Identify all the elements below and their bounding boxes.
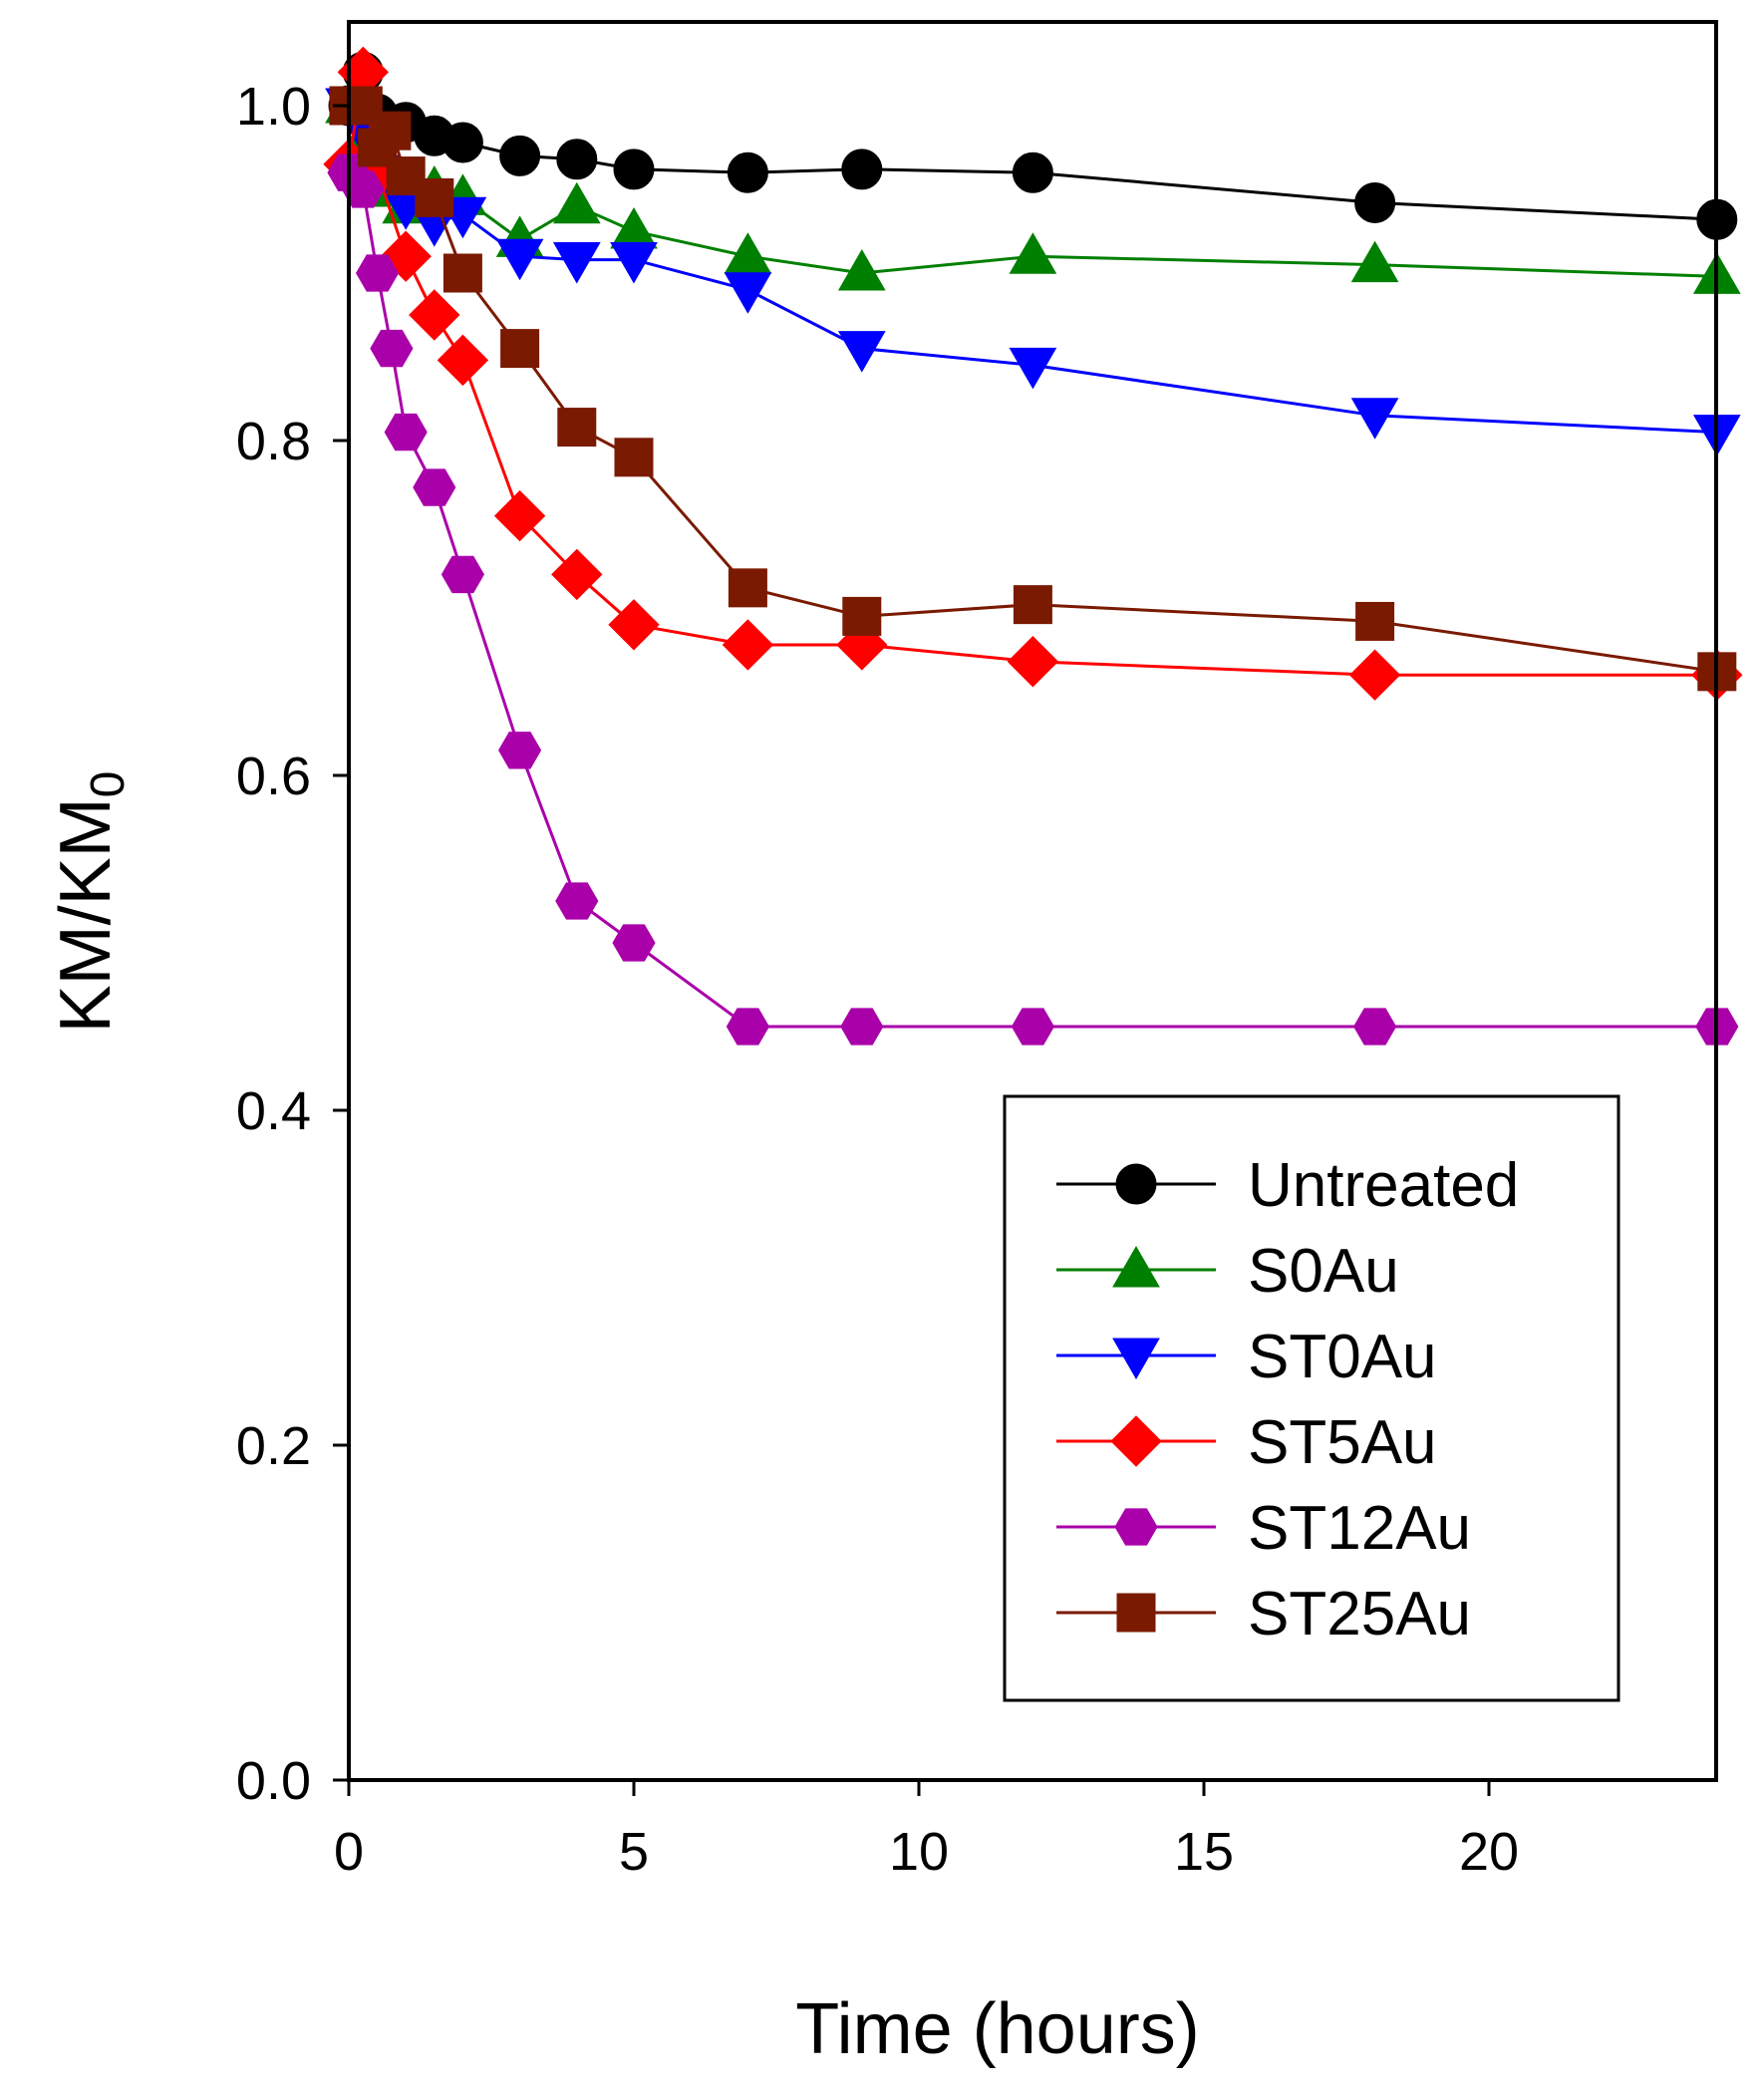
y-tick-label: 0.0	[236, 1751, 311, 1811]
x-tick-label: 15	[1174, 1822, 1234, 1882]
data-point-st25au	[614, 438, 654, 477]
data-point-st12au	[341, 170, 385, 208]
data-point-st25au	[1355, 601, 1395, 641]
data-point-st25au	[842, 596, 882, 636]
data-point-st0au	[495, 238, 544, 281]
data-point-s0au	[1009, 232, 1057, 274]
legend-item-st25au: ST25Au	[1056, 1580, 1471, 1649]
legend-label-untreated: Untreated	[1248, 1151, 1519, 1220]
data-point-st25au	[728, 568, 767, 608]
data-point-untreated	[556, 139, 598, 180]
legend-label-st12au: ST12Au	[1248, 1494, 1471, 1563]
legend-item-untreated: Untreated	[1056, 1151, 1519, 1220]
data-point-st25au	[557, 408, 597, 448]
data-point-st25au	[1013, 585, 1052, 625]
data-point-st0au	[837, 331, 886, 373]
data-point-st25au	[386, 156, 426, 196]
y-tick-label: 0.8	[236, 412, 311, 471]
legend-marker-untreated	[1115, 1163, 1157, 1205]
data-point-st5au	[493, 489, 546, 542]
x-tick-label: 5	[619, 1822, 649, 1882]
data-point-st0au	[610, 242, 658, 284]
data-point-st12au	[1011, 1008, 1054, 1046]
data-point-untreated	[441, 122, 483, 163]
data-point-st12au	[1353, 1008, 1397, 1046]
y-tick-label: 1.0	[236, 77, 311, 137]
legend-marker-st25au	[1116, 1593, 1156, 1633]
data-point-st12au	[498, 732, 542, 769]
data-point-st5au	[1007, 636, 1059, 688]
data-point-untreated	[613, 149, 655, 190]
data-point-s0au	[1350, 240, 1399, 283]
y-axis-ticks: 0.0 0.2 0.4 0.6 0.8 1.0	[236, 77, 349, 1811]
y-axis-title-subscript: 0	[82, 771, 135, 798]
data-point-st5au	[722, 619, 774, 671]
data-point-st5au	[1348, 649, 1401, 701]
data-point-st12au	[356, 254, 400, 292]
y-axis-title-main: KM/KM	[46, 797, 126, 1033]
y-tick-label: 0.4	[236, 1081, 311, 1141]
legend-label-st0au: ST0Au	[1248, 1323, 1437, 1391]
y-axis-title: KM/KM0	[46, 771, 135, 1034]
series-layer	[323, 46, 1743, 1046]
legend-box	[1003, 1094, 1620, 1702]
data-point-st25au	[500, 329, 540, 369]
data-point-untreated	[499, 135, 541, 176]
x-axis-title: Time (hours)	[795, 1989, 1199, 2069]
data-point-s0au	[837, 248, 886, 291]
data-point-untreated	[727, 151, 768, 193]
legend-item-st5au: ST5Au	[1056, 1408, 1437, 1477]
data-point-st12au	[840, 1008, 884, 1046]
data-point-st0au	[724, 272, 772, 314]
data-point-st12au	[413, 468, 456, 506]
x-tick-label: 20	[1459, 1822, 1519, 1882]
data-point-s0au	[552, 181, 601, 224]
legend-marker-st12au	[1114, 1508, 1158, 1546]
legend-marker-st5au	[1110, 1415, 1162, 1467]
x-tick-label: 0	[334, 1822, 364, 1882]
data-point-st12au	[440, 555, 484, 594]
data-point-st12au	[726, 1008, 769, 1046]
x-tick-label: 10	[889, 1822, 949, 1882]
plot-frame	[347, 20, 1718, 1782]
data-point-st5au	[608, 599, 660, 651]
data-point-st0au	[1009, 347, 1057, 390]
data-point-st12au	[555, 882, 599, 920]
legend-marker-s0au	[1112, 1245, 1160, 1288]
y-tick-label: 0.2	[236, 1416, 311, 1476]
data-point-untreated	[1354, 181, 1396, 223]
data-point-st25au	[372, 111, 412, 150]
data-point-untreated	[1012, 151, 1053, 193]
data-point-st5au	[551, 548, 603, 601]
data-point-st25au	[415, 177, 454, 217]
data-point-st12au	[384, 413, 428, 451]
legend-item-s0au: S0Au	[1056, 1237, 1399, 1306]
data-point-st12au	[370, 329, 414, 368]
data-point-st0au	[552, 242, 601, 284]
x-axis-ticks: 0 5 10 15 20	[334, 1780, 1519, 1882]
data-point-untreated	[841, 149, 883, 190]
legend-label-st25au: ST25Au	[1248, 1580, 1471, 1649]
y-tick-label: 0.6	[236, 747, 311, 806]
legend: Untreated S0Au ST0Au ST5Au ST12Au ST25Au	[1003, 1094, 1620, 1702]
legend-label-st5au: ST5Au	[1248, 1408, 1437, 1477]
data-point-st5au	[437, 334, 489, 387]
data-point-st0au	[1350, 398, 1399, 440]
legend-marker-st0au	[1112, 1338, 1160, 1380]
data-point-st12au	[612, 924, 656, 962]
data-point-st25au	[442, 253, 482, 293]
legend-item-st12au: ST12Au	[1056, 1494, 1471, 1563]
legend-label-s0au: S0Au	[1248, 1237, 1399, 1306]
legend-item-st0au: ST0Au	[1056, 1323, 1437, 1391]
data-point-st5au	[409, 289, 460, 341]
